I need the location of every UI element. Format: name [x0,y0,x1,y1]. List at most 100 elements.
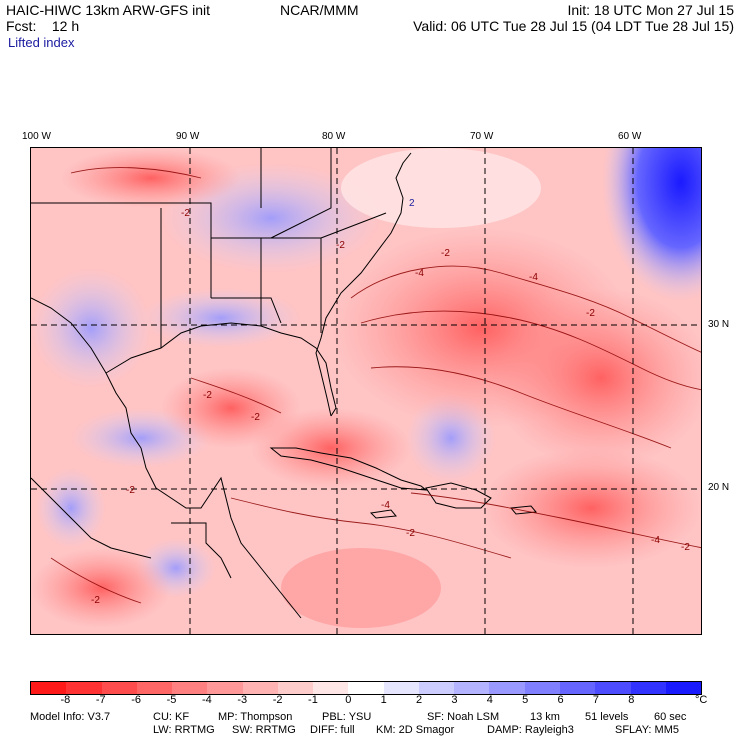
colorbar-swatch [630,682,666,694]
colorbar-swatch [207,682,243,694]
hot-area-gulf [161,368,301,448]
colorbar-tick-label: 7 [592,694,599,706]
colorbar-swatch [277,682,314,694]
sw-scheme: SW: RRTMG [232,724,296,736]
colorbar-ticks: -8 -7 -6 -5 -4 -3 -2 -1 0 1 2 3 4 5 6 7 8 [30,694,702,708]
lon-label-100w: 100 W [22,131,51,142]
institution-label: NCAR/MMM [280,2,359,18]
cold-area-mexico [36,468,106,548]
hot-area-caribbean [481,448,701,568]
hot-area-north [61,148,241,208]
colorbar-swatch [665,682,702,694]
lat-label-30n: 30 N [708,319,730,330]
contour-label-1: -2 [441,248,450,259]
colorbar-swatch [242,682,278,694]
lon-label-90w: 90 W [176,131,200,142]
colorbar-swatch [418,682,455,694]
timestep: 60 sec [654,711,687,723]
contour-atlantic-b [360,310,701,391]
contour-label-11: -4 [651,535,660,546]
colorbar-swatch [454,682,490,694]
colorbar-tick-label: 5 [522,694,529,706]
contour-label-9: -2 [126,485,135,496]
cuba-coastline [269,447,428,491]
hot-area-atlantic-east [491,288,701,468]
colorbar-tick-label: 3 [451,694,458,706]
levels: 51 levels [585,711,629,723]
colorbar-tick-label: -1 [308,694,318,706]
us-state-border-7 [270,148,332,239]
lon-label-80w: 80 W [322,131,346,142]
centralam-border [171,522,232,579]
colorbar-tick-label: 6 [557,694,564,706]
lon-label-60w: 60 W [618,131,642,142]
contour-caribbean-b [230,497,512,559]
cu-scheme: CU: KF [153,711,190,723]
colorbar-tick-label: -5 [166,694,177,706]
hot-area-sw [281,548,441,628]
contour-label-5: -2 [586,308,595,319]
lifted-index-map: -2 -4 -2 -4 -2 -2 -2 -4 -2 -2 -4 -2 -2 -… [30,147,702,635]
colorbar-swatch [383,682,419,694]
colorbar-unit: °C [695,694,708,706]
damp-scheme: DAMP: Rayleigh3 [487,724,574,736]
us-state-border-1 [31,202,212,298]
contour-north [70,167,202,179]
colorbar-tick-label: 8 [628,694,635,706]
forecast-hour: Fcst: 12 h [6,18,80,34]
contour-label-7: -2 [251,412,260,423]
colorbar-swatch [313,682,349,694]
cold-area-texas [31,268,151,388]
colorbar-swatch [172,682,208,694]
colorbar [30,681,702,695]
contour-pacific [50,557,142,604]
colorbar-swatch [524,682,560,694]
mp-scheme: MP: Thompson [218,711,293,723]
colorbar-swatch [489,682,525,694]
contour-atlantic-c [370,366,672,449]
init-time: Init: 18 UTC Mon 27 Jul 15 [567,2,734,18]
colorbar-swatch [66,682,102,694]
contour-label-15: 2 [409,198,415,209]
texas-louisiana-coastline [105,322,337,417]
field-name: Lifted index [8,35,75,50]
mexico-pacific-coastline [31,477,152,559]
colorbar-swatch [101,682,137,694]
diff-scheme: DIFF: full [310,724,355,736]
us-state-border-6 [211,297,282,324]
colorbar-tick-label: 1 [380,694,387,706]
model-title: HAIC-HIWC 13km ARW-GFS init [6,2,211,18]
colorbar-swatch [559,682,596,694]
colorbar-swatch [348,682,384,694]
sf-scheme: SF: Noah LSM [427,711,500,723]
jamaica-coastline [369,509,397,519]
colorbar-tick-label: 2 [415,694,423,706]
contour-gulf [190,377,282,414]
contour-caribbean-a [410,492,701,549]
valid-time: Valid: 06 UTC Tue 28 Jul 15 (04 LDT Tue … [413,18,734,34]
mexico-coastline [140,447,302,619]
contour-atlantic-a [350,265,701,353]
model-info: Model Info: V3.7 [30,711,111,723]
contour-label-14: -2 [181,208,190,219]
resolution: 13 km [530,711,560,723]
contour-label-10: -2 [406,528,415,539]
colorbar-swatch [136,682,173,694]
contour-label-12: -2 [681,542,690,553]
colorbar-swatch [31,682,67,694]
colorbar-tick-label: -4 [201,694,212,706]
pale-area-ne [341,148,541,228]
pbl-scheme: PBL: YSU [322,711,372,723]
colorbar-tick-label: -8 [60,694,71,706]
lon-label-70w: 70 W [470,131,494,142]
puerto-rico-coastline [510,505,537,515]
contour-label-13: -2 [91,595,100,606]
florida-coastline [315,152,412,417]
lw-scheme: LW: RRTMG [153,724,215,736]
colorbar-swatch [595,682,631,694]
colorbar-tick-label: -3 [237,694,248,706]
sflay-scheme: SFLAY: MM5 [615,724,679,736]
us-state-border-4 [320,212,387,239]
contour-label-3: -2 [336,240,345,251]
contour-label-4: -4 [529,272,538,283]
